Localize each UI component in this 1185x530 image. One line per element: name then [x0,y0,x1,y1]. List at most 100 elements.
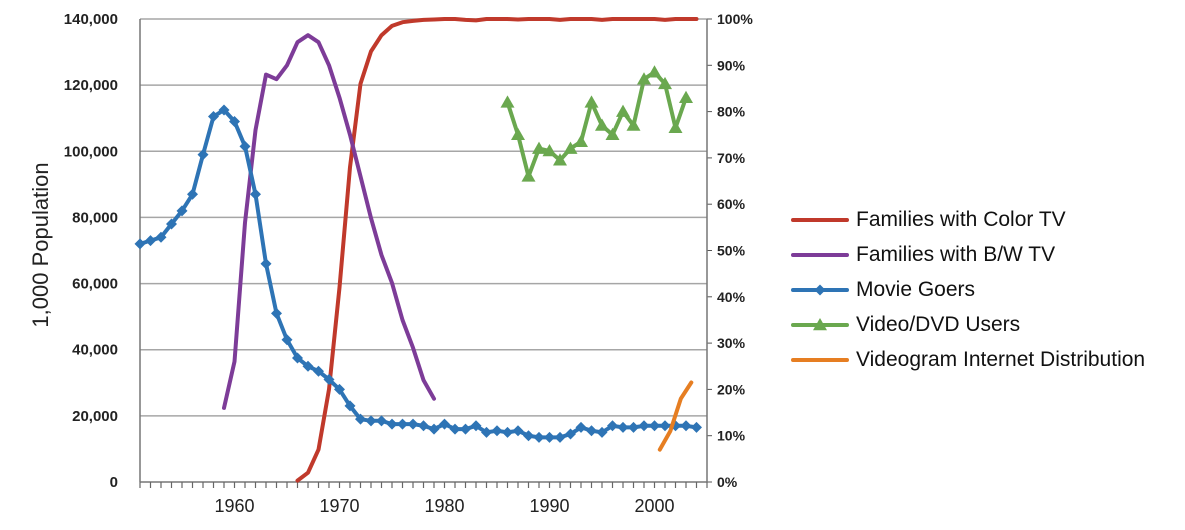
x-tick-label: 1990 [529,496,569,516]
data-point-movie-goers [271,307,282,319]
y-right-tick-label: 40% [717,289,746,305]
data-point-video-dvd-users [668,120,683,134]
data-point-movie-goers [365,415,377,427]
data-point-movie-goers [134,238,146,250]
data-point-movie-goers [155,231,167,243]
data-point-movie-goers [197,149,209,161]
data-point-movie-goers [302,360,314,372]
y-right-tick-label: 20% [717,381,746,397]
y-right-tick-label: 100% [717,11,753,27]
series-line-families-with-b-w-tv [222,33,436,410]
legend-swatch [791,284,849,295]
legend-label: Movie Goers [856,277,976,301]
data-point-movie-goers [344,400,356,412]
data-point-movie-goers [260,258,272,270]
series-line-families-with-color-tv [295,17,699,483]
data-point-movie-goers [208,111,219,123]
legend-swatch [791,217,849,222]
data-point-movie-goers [218,104,230,116]
data-point-video-dvd-users [563,141,578,154]
x-tick-label: 2000 [634,496,674,516]
y-right-tick-label: 70% [717,150,746,166]
data-point-movie-goers [523,430,534,442]
data-point-video-dvd-users [584,95,599,108]
data-point-movie-goers [460,423,471,435]
data-point-movie-goers [617,421,629,433]
data-point-movie-goers [607,420,618,432]
tick-labels: 0 20,000 40,000 60,000 80,000 100,000 120,000 1… [64,11,754,516]
data-point-movie-goers [586,425,597,437]
data-point-video-dvd-users [574,134,588,147]
y-right-tick-label: 60% [717,196,746,212]
data-point-video-dvd-users [647,65,662,78]
gridlines [140,18,707,417]
y-left-tick-label: 40,000 [72,342,118,359]
data-point-movie-goers [176,205,188,217]
data-point-movie-goers [418,420,429,432]
data-point-movie-goers [659,420,671,432]
data-point-movie-goers [292,352,303,364]
legend-label: Families with Color TV [856,207,1066,231]
legend-swatch [791,357,849,362]
data-point-movie-goers [502,426,513,438]
data-point-movie-goers [481,426,492,438]
series-movie-goers [134,104,702,443]
y-left-tick-label: 140,000 [64,11,118,28]
axes [139,18,712,488]
data-point-movie-goers [407,418,419,430]
data-point-movie-goers [428,423,440,435]
data-point-video-dvd-users [658,76,672,90]
data-point-movie-goers [323,373,335,385]
data-point-movie-goers [596,426,608,438]
data-point-movie-goers [250,188,261,200]
y-left-tick-label: 120,000 [64,77,118,94]
data-point-video-dvd-users [521,169,536,182]
legend-item-families-with-b-w-tv: Families with B/W TV [790,237,1145,272]
data-point-movie-goers [439,418,450,430]
data-point-video-dvd-users [542,143,557,157]
data-point-video-dvd-users [511,127,525,140]
data-point-video-dvd-users [532,141,546,154]
data-point-video-dvd-users [679,90,693,103]
y-axis-title: 1,000 Population [28,162,53,327]
data-point-movie-goers [376,415,387,427]
legend-label: Videogram Internet Distribution [856,347,1146,371]
y-left-tick-label: 0 [110,474,118,491]
y-left-tick-label: 80,000 [72,209,118,226]
legend-label: Families with B/W TV [856,242,1056,266]
legend-item-video-dvd-users: Video/DVD Users [790,307,1145,342]
data-point-movie-goers [491,425,503,437]
data-point-movie-goers [680,420,692,432]
data-point-movie-goers [166,218,177,230]
data-point-movie-goers [512,425,524,437]
data-point-movie-goers [313,365,324,377]
y-right-tick-label: 0% [717,474,738,490]
y-right-tick-label: 30% [717,335,746,351]
legend-swatch [791,317,849,330]
data-point-movie-goers [449,423,461,435]
y-right-tick-label: 10% [717,428,746,444]
data-point-movie-goers [691,421,702,433]
data-point-video-dvd-users [595,118,609,131]
data-point-video-dvd-users [553,153,567,166]
data-point-movie-goers [565,428,576,440]
y-left-tick-label: 100,000 [64,143,118,160]
series-videogram-internet-distribution [657,380,694,452]
y-right-tick-label: 90% [717,57,746,73]
x-tick-label: 1960 [214,496,254,516]
data-point-movie-goers [386,418,398,430]
data-point-movie-goers [145,235,156,247]
series-video-dvd-users [500,65,693,182]
y-right-tick-label: 50% [717,243,746,259]
legend-marker [813,317,827,330]
y-right-tick-label: 80% [717,104,746,120]
y-left-tick-label: 60,000 [72,276,118,293]
data-point-movie-goers [544,431,555,443]
data-point-video-dvd-users [626,118,641,131]
data-point-video-dvd-users [616,104,630,117]
data-point-movie-goers [239,140,251,152]
legend: Families with Color TV Families with B/W … [790,202,1145,377]
data-point-movie-goers [628,421,639,433]
legend-label: Video/DVD Users [856,312,1021,336]
